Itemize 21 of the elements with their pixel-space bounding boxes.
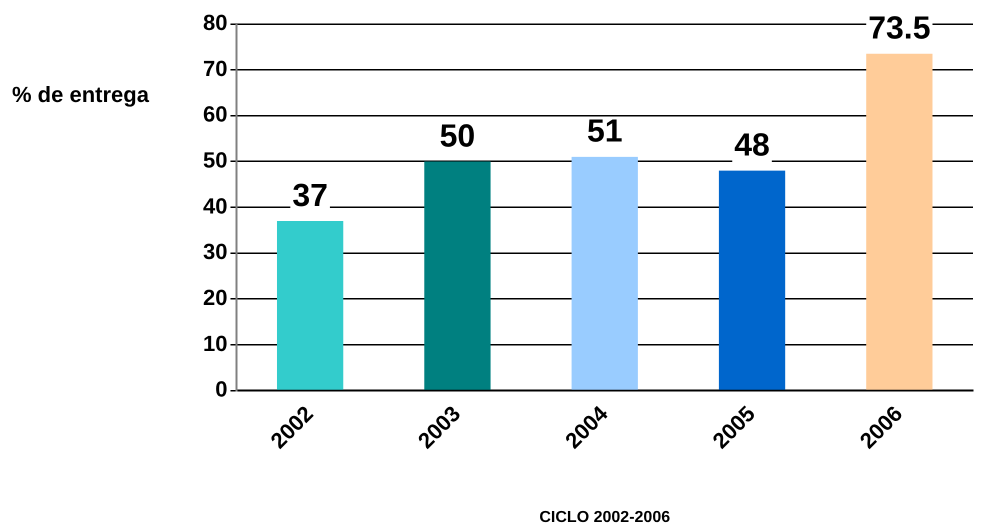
x-axis-title: CICLO 2002-2006 — [539, 508, 670, 526]
y-tick-label: 20 — [202, 284, 228, 310]
y-tick-label: 80 — [202, 10, 228, 36]
y-tick-label: 40 — [202, 193, 228, 218]
bar — [276, 221, 344, 390]
y-axis-title: % de entrega — [12, 82, 149, 108]
bar — [572, 156, 638, 390]
bar — [866, 54, 932, 390]
y-tick-label: 70 — [202, 56, 228, 81]
data-label: 73.5 — [868, 10, 930, 46]
bar — [424, 161, 491, 390]
data-label: 51 — [586, 112, 623, 149]
y-tick-label: 10 — [202, 330, 228, 356]
data-label: 50 — [440, 117, 476, 154]
y-tick-label: 60 — [202, 102, 228, 127]
y-tick-label: 50 — [202, 148, 228, 173]
data-label: 48 — [734, 126, 770, 162]
y-tick-label: 0 — [215, 376, 228, 402]
bar — [718, 170, 786, 390]
y-tick-label: 30 — [202, 239, 228, 264]
data-label: 37 — [292, 176, 328, 213]
